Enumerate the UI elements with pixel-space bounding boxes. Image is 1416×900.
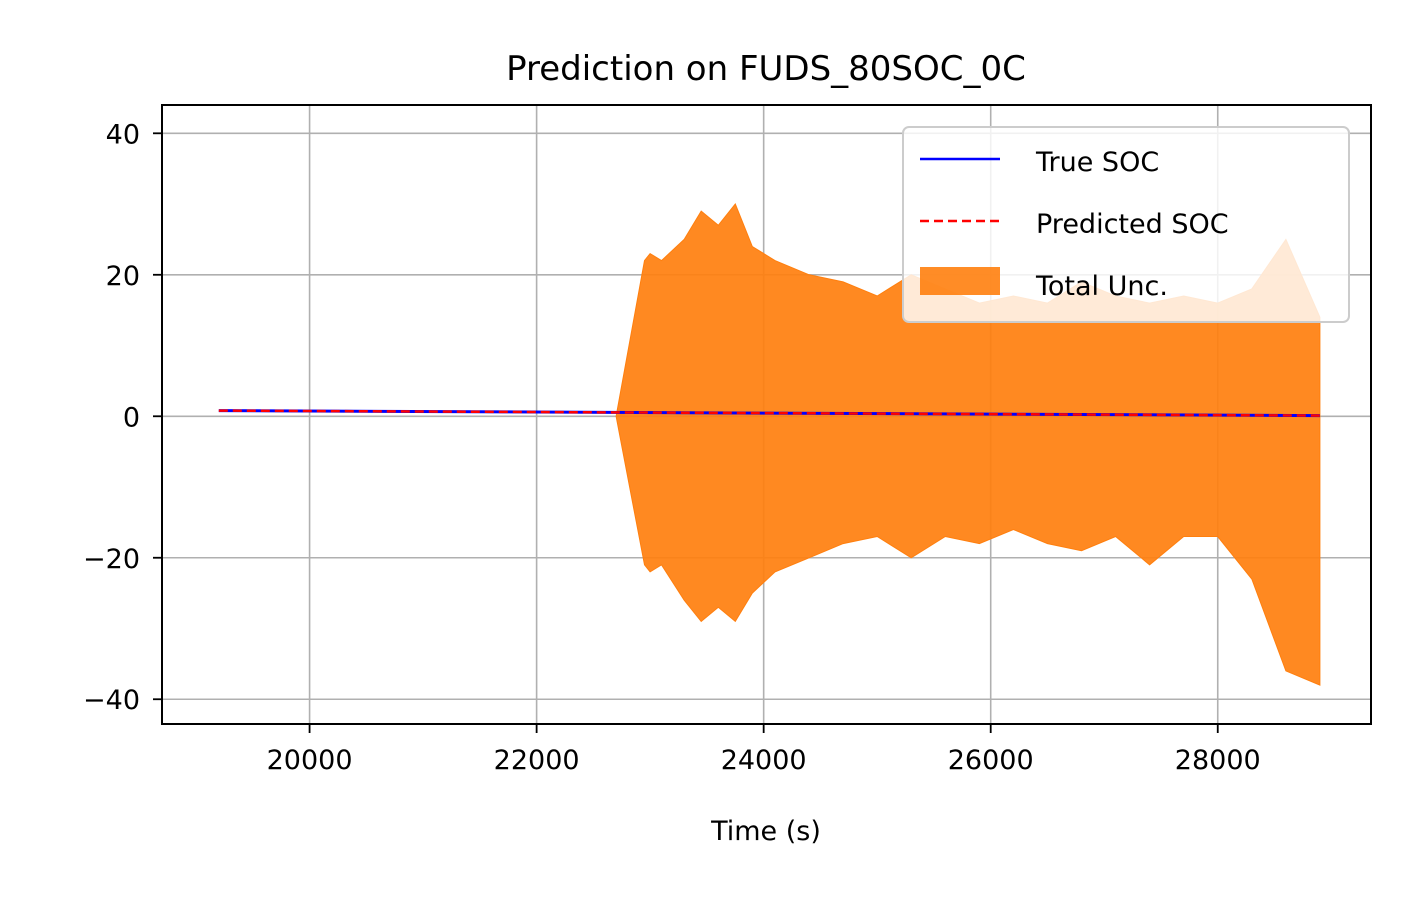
x-tick-label: 24000 [721,745,807,776]
legend-box [902,126,1350,323]
chart-title: Prediction on FUDS_80SOC_0C [506,49,1026,89]
series-lines-layer [218,409,1320,418]
y-tick-label: −20 [83,544,140,575]
uncertainty-band-layer [615,203,1321,686]
x-axis-label: Time (s) [710,816,821,847]
axis-ticks: 20000 22000 24000 26000 28000 40 20 0 −20 −40 [83,119,1261,776]
x-tick-label: 20000 [267,745,353,776]
y-tick-label: −40 [83,685,140,716]
total-unc-band [615,203,1321,686]
predicted-soc-line [218,409,1320,417]
y-tick-label: 0 [123,402,140,433]
x-tick-label: 22000 [494,745,580,776]
legend-true-soc-label: True SOC [1035,147,1159,178]
y-tick-label: 20 [106,261,140,292]
legend-total-unc-label: Total Unc. [1035,271,1168,302]
x-tick-label: 26000 [948,745,1034,776]
plot-area-frame [161,104,1372,725]
legend-total-unc-swatch [920,267,1000,295]
y-tick-label: 40 [106,119,140,150]
x-tick-label: 28000 [1175,745,1261,776]
legend-predicted-soc-label: Predicted SOC [1036,209,1229,240]
legend: True SOC Predicted SOC Total Unc. [902,126,1350,323]
